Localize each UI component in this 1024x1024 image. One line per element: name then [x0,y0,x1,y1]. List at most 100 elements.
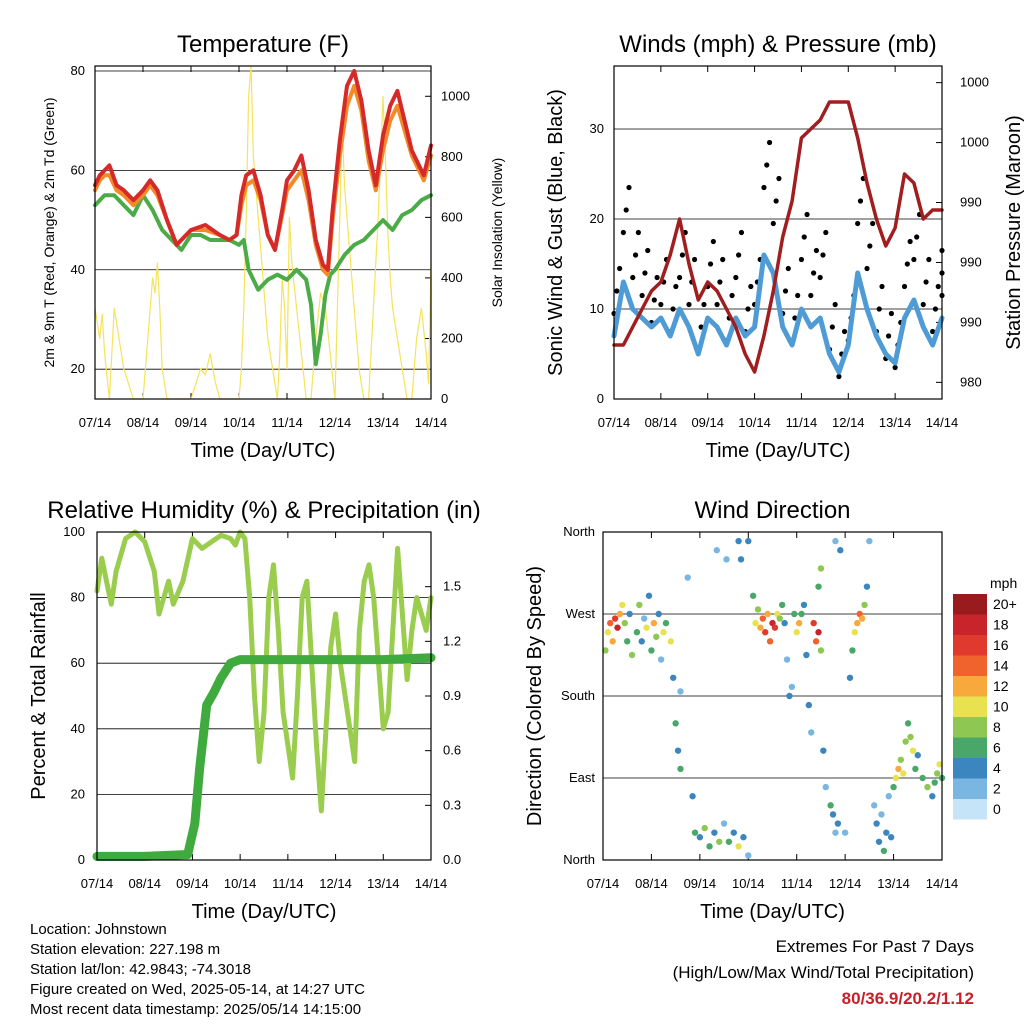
gust-point [907,238,913,245]
elevation-text: Station elevation: 227.198 m [30,941,221,958]
gust-point [770,220,776,227]
x-tick-label: 13/14 [877,876,910,891]
direction-point [873,820,880,827]
y-tick-label: 20 [590,211,604,226]
direction-point [885,793,892,800]
direction-point [670,674,677,681]
direction-point [863,583,871,590]
direction-point [866,537,873,545]
direction-point [897,756,905,763]
direction-point [638,638,645,645]
legend-swatch [953,778,987,799]
direction-point [653,633,660,640]
direction-point [648,647,655,654]
direction-point [737,556,745,563]
direction-point [602,647,609,654]
gust-point [714,301,720,308]
x-tick-label: 07/14 [587,876,620,891]
direction-point [672,720,679,727]
gust-point [639,292,645,299]
gust-point [857,198,864,204]
gust-point [911,256,917,263]
x-tick-label: 11/14 [786,415,818,430]
legend-swatch [953,676,987,697]
gust-point [879,283,885,290]
direction-point [924,783,931,791]
chart-title: Wind Direction [694,497,850,524]
direction-point [800,601,808,609]
gust-point [935,283,941,290]
direction-point [723,556,730,563]
direction-point [745,537,752,545]
x-tick-label: 08/14 [635,876,668,891]
direction-point [795,619,803,627]
direction-point [757,624,764,631]
direction-point [803,651,810,659]
legend-label: 0 [993,801,1001,817]
series-sonic-wind [611,252,945,375]
direction-point [706,843,713,850]
direction-point [745,852,752,859]
direction-point [657,656,665,663]
direction-point [643,624,650,631]
y2-tick-label: 0 [441,391,448,406]
gust-point [870,220,876,227]
x-tick-label: 09/14 [691,415,724,430]
gust-point [798,256,805,263]
y-axis-label: Percent & Total Rainfall [28,592,50,800]
series-gust-dots [611,139,945,380]
direction-point [662,619,670,627]
direction-point [858,615,866,622]
chart-title: Temperature (F) [177,31,349,58]
gust-point [776,175,782,182]
gust-point [926,256,932,263]
y2-tick-label: 0.0 [443,852,461,867]
gust-point [892,364,898,371]
extremes-subtitle: (High/Low/Max Wind/Total Precipitation) [672,963,974,982]
y-tick-label: 10 [590,301,604,316]
direction-point [650,619,658,627]
y-tick-label: 40 [71,262,85,277]
plot-border [94,65,432,400]
x-tick-label: 07/14 [81,876,114,891]
gust-point [614,288,620,294]
direction-point [878,811,885,818]
gust-point [888,310,894,317]
gust-point [701,301,707,308]
legend-label: 6 [993,740,1001,756]
direction-point [933,770,941,777]
x-tick-label: 07/14 [598,415,631,430]
y2-axis-label: Station Pressure (Maroon) [1003,115,1024,350]
extremes-values: 80/36.9/20.2/1.12 [841,989,974,1008]
series-relative-humidity [94,529,434,814]
direction-point [834,820,842,827]
x-tick-label: 12/14 [319,876,352,891]
legend-swatch [953,758,987,779]
y-tick-label: West [566,606,596,621]
x-tick-label: 09/14 [175,415,208,430]
direction-point [716,838,723,845]
direction-point [875,838,883,845]
direction-point [667,638,674,645]
legend-swatch [953,799,987,820]
recent-data-text: Most recent data timestamp: 2025/05/14 1… [30,1001,362,1018]
direction-point [808,729,815,736]
direction-point [674,747,682,754]
x-axis-label: Time (Day/UTC) [191,440,336,462]
direction-point [677,688,684,695]
plot-border [602,531,943,861]
y-tick-label: 60 [71,162,85,177]
direction-point [846,674,854,681]
chart-title: Winds (mph) & Pressure (mb) [619,31,936,58]
gust-point [764,162,770,168]
gust-point [766,139,773,146]
direction-point [827,802,834,809]
gust-point [642,270,648,276]
y-tick-label: East [569,770,595,785]
gust-point [748,283,754,290]
y-tick-label: 40 [71,721,85,736]
series-solar-insolation [94,65,432,400]
gust-point [745,306,751,312]
y2-tick-label: 200 [441,330,463,345]
direction-point [711,829,718,836]
